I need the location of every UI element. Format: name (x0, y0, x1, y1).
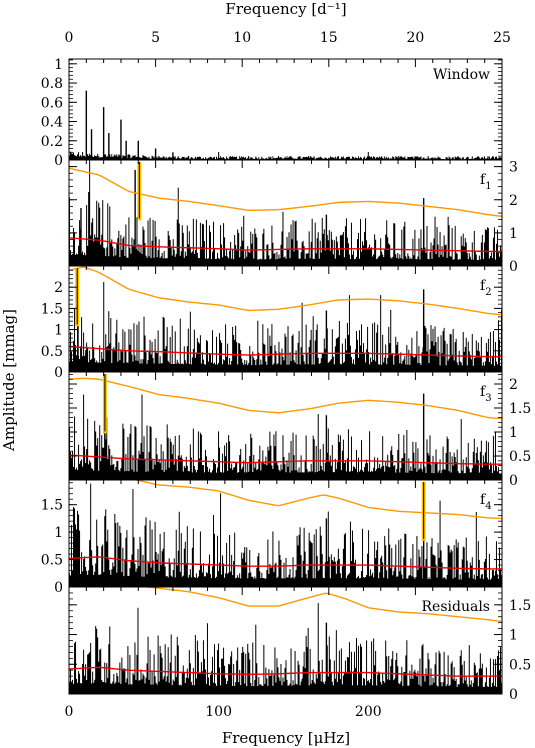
panel-f4-spectrum (69, 483, 502, 587)
panel-residuals-spectrum (69, 602, 502, 694)
panel-f2-spectrum (69, 281, 502, 372)
panel-residuals: 0 0.5 1 1.5 Residuals (68, 586, 531, 703)
panel-f4-significance-curve (133, 480, 502, 520)
top-xtick-label-2: 10 (233, 30, 251, 46)
panel-f1-ytick-label-3: 3 (509, 160, 518, 176)
panel-f2: 00.511.52 f2 (41, 265, 503, 381)
panel-f2-ytick-label-0: 0 (54, 365, 63, 381)
top-xtick-label-0: 0 (65, 30, 74, 46)
panel-f4-ytick-label-3: 1.5 (41, 498, 63, 514)
panel-f4-label-subscript: 4 (485, 501, 491, 512)
panel-window-ytick-label-3: 0.6 (41, 95, 63, 111)
panel-f2-ytick-label-4: 2 (54, 280, 63, 296)
panel-f4-ytick-label-0: 0 (54, 580, 63, 596)
panel-residuals-plot-area (69, 587, 502, 694)
panel-residuals-ytick-label-1: 0.5 (509, 657, 531, 673)
panel-f4: 0 0.5 1 1.5 f4 (41, 479, 503, 596)
panel-window-ytick-label-2: 0.4 (41, 115, 63, 131)
panel-f3-ytick-label-3: 1.5 (509, 401, 531, 417)
panel-f1-label: f1 (480, 172, 492, 192)
panel-f2-plot-area (69, 266, 502, 372)
panel-f1-ytick-label-2: 2 (509, 193, 518, 209)
bottom-xtick-label-1: 100 (205, 704, 232, 720)
panel-f3-ytick-label-1: 0.5 (509, 449, 531, 465)
panel-window-ytick-label-5: 1 (54, 57, 63, 73)
panel-window-ytick-label-1: 0.2 (41, 134, 63, 150)
panel-f2-ytick-label-2: 1 (54, 323, 63, 339)
panel-window: 0 0.2 0.4 0.6 0.8 1 Window (41, 57, 503, 169)
panel-f1: 0 1 2 3 f1 (68, 159, 518, 275)
panel-f2-ytick-label-1: 0.5 (41, 344, 63, 360)
bottom-axis-title: Frequency [μHz] (222, 729, 350, 747)
panel-f3-noise-curve (69, 454, 502, 465)
panel-f3-label: f3 (480, 384, 492, 404)
bottom-xtick-label-2: 200 (355, 704, 382, 720)
panel-residuals-ytick-label-2: 1 (509, 628, 518, 644)
y-axis-title: Amplitude [mmag] (0, 309, 18, 452)
top-xtick-label-3: 15 (320, 30, 338, 46)
panel-f2-ytick-label-3: 1.5 (41, 301, 63, 317)
panel-window-plot-area (69, 90, 502, 160)
panel-f3-ytick-label-4: 2 (509, 377, 518, 393)
panel-f3-significance-curve (69, 377, 502, 420)
panel-f3-plot-area (69, 374, 502, 480)
top-xtick-label-1: 5 (151, 30, 160, 46)
panel-f1-plot-area (69, 160, 502, 266)
panel-window-spectrum (69, 151, 502, 160)
panel-f2-label: f2 (480, 278, 492, 298)
top-axis-title: Frequency [d⁻¹] (225, 0, 346, 18)
panel-residuals-significance-curve (140, 587, 502, 623)
panel-f2-label-subscript: 2 (485, 287, 491, 298)
panel-f4-noise-curve (69, 556, 502, 570)
top-xtick-label-4: 20 (406, 30, 424, 46)
panel-f1-significance-curve (69, 167, 502, 218)
panel-f2-significance-curve (69, 266, 502, 316)
panel-f3: 0 0.5 1 1.5 2 f3 (68, 371, 531, 489)
panel-f3-label-subscript: 3 (485, 393, 491, 404)
panel-window-ytick-label-0: 0 (54, 153, 63, 169)
panel-f4-label: f4 (480, 492, 492, 512)
panel-window-label: Window (433, 67, 490, 83)
panel-residuals-ytick-label-0: 0 (509, 687, 518, 703)
panel-f4-ytick-label-2: 1 (54, 525, 63, 541)
panel-f3-ytick-label-2: 1 (509, 425, 518, 441)
panel-f4-ytick-label-1: 0.5 (41, 553, 63, 569)
top-xtick-label-5: 25 (493, 30, 511, 46)
panel-f2-noise-curve (69, 345, 502, 358)
panel-f1-ytick-label-1: 1 (509, 226, 518, 242)
panel-residuals-noise-curve (69, 666, 502, 677)
bottom-xtick-label-0: 0 (65, 704, 74, 720)
panel-f1-ytick-label-0: 0 (509, 259, 518, 275)
panel-f3-ytick-label-0: 0 (509, 473, 518, 489)
panel-window-ytick-label-4: 0.8 (41, 76, 63, 92)
panel-f1-noise-curve (69, 237, 502, 253)
panel-f1-label-subscript: 1 (485, 181, 491, 192)
panel-residuals-ytick-label-3: 1.5 (509, 598, 531, 614)
panel-residuals-label: Residuals (422, 599, 490, 615)
panel-f4-plot-area (69, 480, 502, 587)
